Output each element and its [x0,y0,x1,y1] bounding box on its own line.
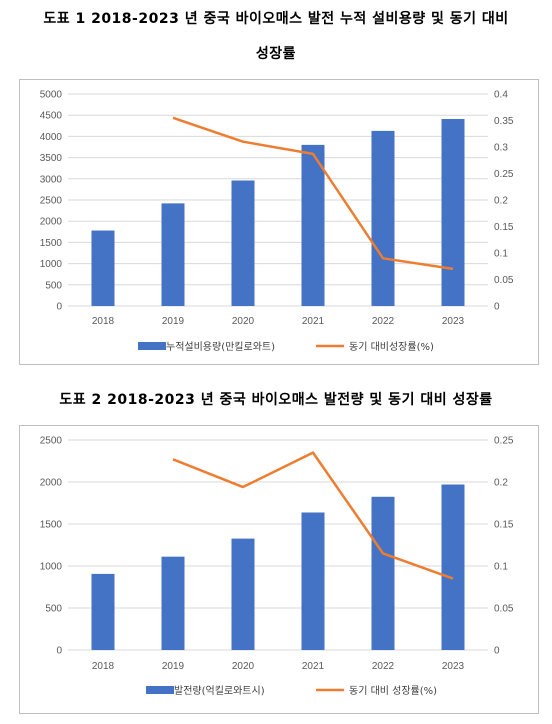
y-right-tick-label: 0.4 [494,90,508,101]
y-right-tick-label: 0.3 [494,143,508,154]
x-tick-label: 2023 [442,661,465,672]
chart2-title: 도표 2 2018-2023 년 중국 바이오매스 발전량 및 동기 대비 성장… [59,392,493,408]
legend-bar-swatch [138,342,166,350]
bar [301,144,325,306]
bar [371,130,395,306]
y-right-tick-label: 0.05 [494,275,514,286]
y-right-tick-label: 0.2 [494,196,508,207]
y-left-tick-label: 4000 [40,132,63,143]
chart1-container: 0 500 1000 1500 2000 2500 3000 3500 4000 4500 5000… [19,79,539,365]
y-left-tick-label: 500 [45,280,62,291]
y-right-tick-label: 0 [494,302,500,313]
y-right-tick-label: 0.15 [494,222,514,233]
legend-line-label: 동기 대비성장률(%) [349,341,434,353]
y-left-tick-label: 1000 [40,259,63,270]
bar [231,538,255,650]
legend-bar-label: 발전량(억킬로와트시) [174,684,265,697]
x-tick-label: 2020 [232,661,255,672]
y-left-tick-label: 2000 [40,478,63,489]
y-right-tick-label: 0 [494,646,500,657]
y-right-tick-label: 0.35 [494,116,514,127]
y-right-tick-label: 0.15 [494,520,514,531]
legend-line-label: 동기 대비 성장률(%) [349,685,437,697]
x-tick-label: 2022 [372,661,395,672]
legend-bar-swatch [146,686,174,694]
y-left-tick-label: 1500 [40,238,63,249]
x-tick-label: 2020 [232,316,255,327]
y-right-tick-label: 0.25 [494,169,514,180]
y-left-tick-label: 2000 [40,217,63,228]
x-tick-label: 2019 [162,316,185,327]
bar [441,484,465,650]
chart2-svg: 0 500 1000 1500 2000 2500 0 0.05 0.1 0.15 0.2 0.25 2… [40,436,514,698]
bar [301,512,325,650]
bar [91,573,115,650]
y-left-tick-label: 0 [56,646,62,657]
bar [161,203,185,306]
x-tick-label: 2018 [92,661,115,672]
y-right-tick-label: 0.25 [494,436,514,447]
bar [91,230,115,306]
bar [161,556,185,650]
bar [371,496,395,650]
x-tick-label: 2021 [302,316,325,327]
chart2-container: 0 500 1000 1500 2000 2500 0 0.05 0.1 0.15 0.2 0.25 2… [19,425,539,714]
x-tick-label: 2018 [92,316,115,327]
x-tick-label: 2022 [372,316,395,327]
y-left-tick-label: 0 [56,302,62,313]
chart1-title-line2: 성장률 [255,46,297,62]
y-left-tick-label: 3500 [40,153,63,164]
x-tick-label: 2023 [442,316,465,327]
bar [441,119,465,307]
chart1-title-line1: 도표 1 2018-2023 년 중국 바이오매스 발전 누적 설비용량 및 동… [43,11,509,27]
chart1-svg: 0 500 1000 1500 2000 2500 3000 3500 4000 4500 5000… [40,90,514,354]
x-tick-label: 2019 [162,661,185,672]
y-left-tick-label: 1000 [40,562,63,573]
y-left-tick-label: 1500 [40,520,63,531]
y-right-tick-label: 0.1 [494,249,508,260]
legend-bar-label: 누적설비용량(만킬로와트) [166,340,275,353]
y-right-tick-label: 0.2 [494,478,508,489]
y-right-tick-label: 0.1 [494,562,508,573]
x-tick-label: 2021 [302,661,325,672]
y-left-tick-label: 2500 [40,196,63,207]
y-left-tick-label: 2500 [40,436,63,447]
y-left-tick-label: 4500 [40,111,63,122]
y-left-tick-label: 500 [45,604,62,615]
y-left-tick-label: 3000 [40,174,63,185]
bar [231,180,255,306]
y-left-tick-label: 5000 [40,90,63,101]
y-right-tick-label: 0.05 [494,604,514,615]
